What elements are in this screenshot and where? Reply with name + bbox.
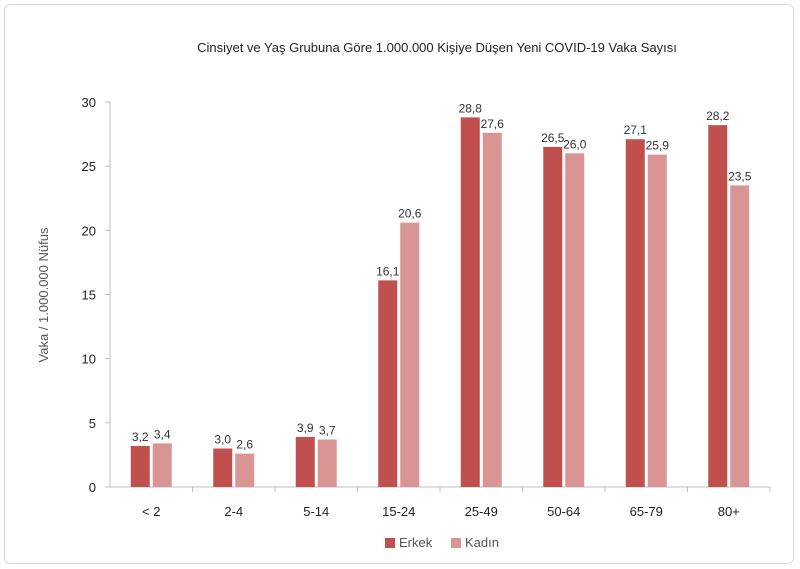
y-tick-label: 15 xyxy=(82,288,96,303)
y-tick-label: 30 xyxy=(82,95,96,110)
bar-erkek-3 xyxy=(378,280,398,487)
bar-kadın-0 xyxy=(152,443,172,487)
x-tick-label: 15-24 xyxy=(382,504,415,519)
data-label: 25,9 xyxy=(646,139,670,153)
data-label: 3,4 xyxy=(154,427,171,441)
x-tick-label: 2-4 xyxy=(224,504,243,519)
bar-erkek-0 xyxy=(130,445,150,487)
legend-label: Erkek xyxy=(399,535,433,550)
data-label: 28,2 xyxy=(706,109,730,123)
data-label: 20,6 xyxy=(398,207,422,221)
bar-erkek-4 xyxy=(460,117,480,488)
bar-kadın-5 xyxy=(565,153,585,488)
x-tick-label: < 2 xyxy=(142,504,160,519)
bar-erkek-7 xyxy=(708,125,728,487)
x-tick-label: 65-79 xyxy=(630,504,663,519)
y-tick-label: 20 xyxy=(82,223,96,238)
y-axis-label: Vaka / 1.000.000 Nüfus xyxy=(36,227,51,362)
data-label: 16,1 xyxy=(376,264,400,278)
x-tick-label: 80+ xyxy=(718,504,740,519)
y-tick-label: 25 xyxy=(82,159,96,174)
chart-title: Cinsiyet ve Yaş Grubuna Göre 1.000.000 K… xyxy=(197,40,677,55)
data-label: 3,2 xyxy=(132,430,149,444)
y-tick-label: 10 xyxy=(82,352,96,367)
data-labels: 3,2 3,0 3,9 16,1 28,8 26,5 27,1 28,2 3,4 2,6 3,7 20… xyxy=(132,101,752,451)
bar-kadın-2 xyxy=(317,439,337,487)
data-label: 26,5 xyxy=(541,131,565,145)
data-label: 3,9 xyxy=(297,421,314,435)
data-label: 26,0 xyxy=(563,137,587,151)
data-label: 27,1 xyxy=(624,123,648,137)
data-label: 27,6 xyxy=(481,117,505,131)
x-tick-label: 25-49 xyxy=(465,504,498,519)
data-label: 23,5 xyxy=(728,169,752,183)
bars xyxy=(130,117,750,488)
bar-kadın-7 xyxy=(730,185,750,487)
data-label: 28,8 xyxy=(459,101,483,115)
data-label: 3,0 xyxy=(214,433,231,447)
x-tick-label: 5-14 xyxy=(303,504,329,519)
bar-erkek-1 xyxy=(213,448,233,487)
legend: Erkek Kadın xyxy=(385,535,499,550)
bar-erkek-2 xyxy=(295,436,315,487)
legend-swatch-erkek xyxy=(385,538,395,548)
bar-kadın-3 xyxy=(400,222,420,487)
data-label: 2,6 xyxy=(236,438,253,452)
x-tick-label: 50-64 xyxy=(547,504,580,519)
bar-erkek-6 xyxy=(625,139,645,487)
bar-kadın-1 xyxy=(235,453,255,487)
bar-erkek-5 xyxy=(543,146,563,487)
legend-label: Kadın xyxy=(465,535,499,550)
y-tick-label: 5 xyxy=(89,416,96,431)
y-tick-label: 0 xyxy=(89,480,96,495)
data-label: 3,7 xyxy=(319,424,336,438)
bar-kadın-4 xyxy=(482,132,502,488)
legend-swatch-kadın xyxy=(451,538,461,548)
bar-kadın-6 xyxy=(647,154,667,487)
